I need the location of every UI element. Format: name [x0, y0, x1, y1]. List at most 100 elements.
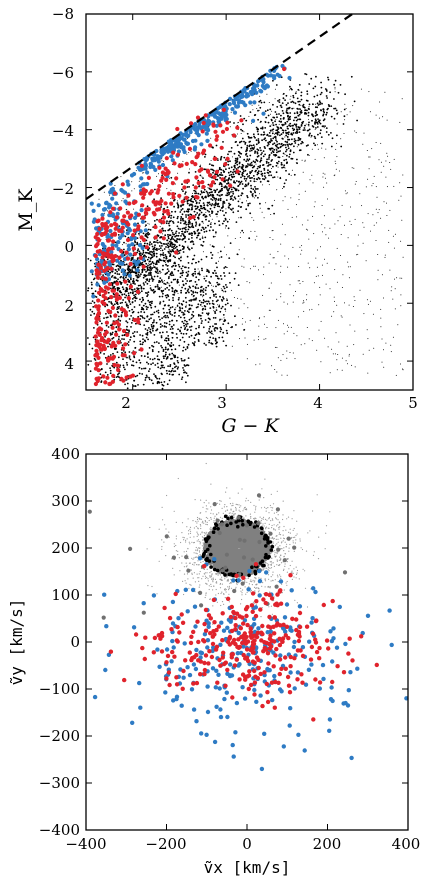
background-star-point [239, 181, 242, 184]
background-star-point [161, 223, 163, 225]
background-star-point [155, 376, 157, 379]
background-star-point [170, 214, 173, 217]
background-star-point [237, 189, 240, 192]
background-star-point [273, 199, 275, 201]
background-star-point [167, 335, 170, 337]
background-star-point [326, 182, 328, 184]
background-star-point [180, 235, 182, 237]
blue-data-point [236, 98, 242, 103]
background-star-point [359, 193, 361, 195]
gray-halo-point [255, 507, 257, 509]
background-star-point [121, 293, 124, 296]
background-star-point [177, 366, 180, 368]
background-star-point [154, 364, 157, 366]
background-star-point [314, 123, 316, 125]
background-star-point [261, 126, 264, 129]
background-star-point [254, 136, 256, 139]
background-star-point [146, 266, 149, 269]
background-star-point [255, 169, 257, 172]
background-star-point [196, 291, 199, 294]
gray-halo-point [292, 572, 294, 574]
background-star-point [251, 193, 254, 196]
background-star-point [249, 147, 252, 150]
background-star-point [190, 299, 193, 301]
gray-halo-point [268, 570, 270, 572]
background-star-point [220, 183, 223, 186]
background-star-point [203, 228, 205, 231]
background-star-point [165, 326, 168, 328]
red-data-point [93, 304, 99, 309]
background-star-point [275, 171, 278, 174]
background-star-point [166, 286, 169, 289]
background-star-point [129, 339, 132, 341]
background-star-point [160, 242, 163, 245]
background-star-point [297, 316, 299, 318]
background-star-point [160, 206, 163, 208]
background-star-point [257, 138, 260, 140]
background-star-point [186, 255, 189, 258]
background-star-point [353, 296, 355, 298]
background-star-point [310, 136, 312, 138]
background-star-point [303, 106, 306, 109]
background-star-point [215, 231, 217, 234]
background-star-point [211, 284, 213, 286]
background-star-point [327, 107, 329, 110]
background-star-point [194, 190, 197, 193]
red-data-point [140, 215, 145, 220]
gray-halo-point [171, 558, 173, 560]
background-star-point [130, 259, 133, 262]
background-star-point [193, 254, 196, 257]
background-star-point [271, 168, 272, 169]
background-star-point [155, 329, 158, 332]
background-star-point [149, 263, 151, 266]
background-star-point [124, 296, 126, 299]
background-star-point [229, 242, 232, 245]
background-star-point [289, 98, 291, 100]
background-star-point [268, 158, 270, 160]
background-star-point [119, 290, 122, 292]
background-star-point [136, 287, 139, 289]
background-star-point [141, 269, 144, 272]
background-star-point [152, 256, 154, 257]
gray-halo-point [292, 542, 294, 544]
background-star-point [212, 171, 214, 174]
background-star-point [89, 259, 92, 262]
background-star-point [182, 346, 185, 349]
background-star-point [316, 266, 318, 268]
background-star-point [165, 222, 168, 225]
gray-halo-point [263, 525, 265, 527]
background-star-point [259, 164, 262, 167]
gray-halo-point [276, 490, 278, 492]
background-star-point [202, 326, 205, 329]
background-star-point [117, 287, 120, 289]
background-star-point [306, 90, 309, 93]
background-star-point [308, 121, 310, 124]
red-data-point [104, 330, 109, 335]
background-star-point [146, 333, 149, 336]
background-star-point [267, 180, 270, 183]
background-star-point [184, 231, 187, 234]
background-star-point [340, 234, 342, 235]
background-star-point [281, 123, 284, 126]
background-star-point [139, 275, 141, 277]
background-star-point [202, 222, 204, 224]
background-star-point [192, 314, 195, 317]
background-star-point [214, 329, 216, 332]
background-star-point [302, 302, 304, 304]
gray-halo-point [158, 560, 160, 562]
background-star-point [272, 103, 274, 106]
background-star-point [250, 161, 253, 164]
background-star-point [209, 244, 211, 246]
background-star-point [396, 277, 398, 279]
background-star-point [88, 343, 91, 346]
red-data-point [211, 123, 216, 128]
background-star-point [185, 301, 188, 304]
background-star-point [159, 301, 162, 303]
background-star-point [169, 238, 172, 241]
background-star-point [198, 224, 201, 227]
background-star-point [229, 281, 231, 284]
background-star-point [209, 317, 211, 319]
background-star-point [243, 117, 246, 120]
background-star-point [121, 301, 123, 304]
background-star-point [316, 121, 319, 124]
